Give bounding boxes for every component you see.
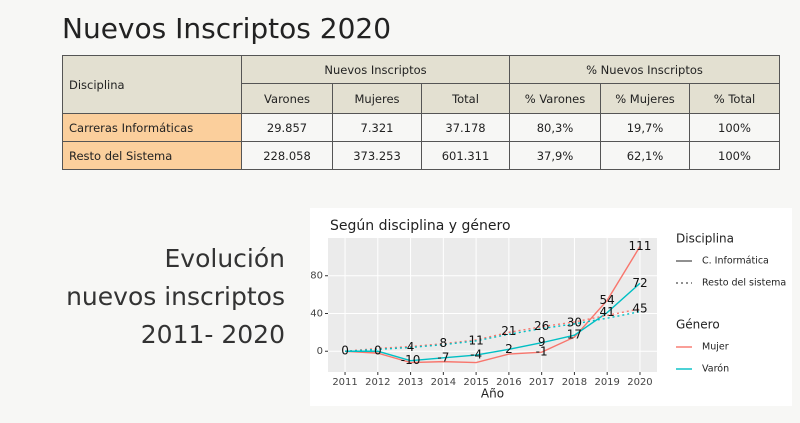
point-label: 2 — [505, 342, 513, 356]
y-tick-label: 80 — [310, 271, 323, 282]
legend-label: Varón — [702, 364, 729, 375]
x-tick-label: 2020 — [627, 377, 652, 388]
x-tick-label: 2018 — [562, 377, 587, 388]
table-cell: 19,7% — [600, 113, 690, 142]
legend-label: Mujer — [702, 342, 729, 353]
x-tick-label: 2017 — [529, 377, 554, 388]
slide-title: Nuevos Inscriptos 2020 — [62, 12, 392, 45]
point-label: 11 — [468, 333, 483, 347]
table-cell: 373.253 — [332, 141, 422, 170]
table-cell: 100% — [689, 141, 780, 170]
x-tick-label: 2012 — [365, 377, 390, 388]
side-line: Evolución — [164, 244, 285, 273]
point-label: 21 — [501, 324, 516, 338]
x-tick-label: 2013 — [398, 377, 423, 388]
point-label: 72 — [632, 276, 647, 290]
x-tick-label: 2011 — [332, 377, 357, 388]
chart-title: Según disciplina y género — [330, 218, 511, 234]
legend-label: Resto del sistema — [702, 278, 786, 289]
series-line — [345, 282, 641, 362]
legend-title: Disciplina — [676, 232, 734, 246]
point-label: 0 — [341, 344, 349, 358]
table-cell: 37.178 — [421, 113, 510, 142]
point-label: 26 — [534, 319, 549, 333]
point-label: 17 — [567, 328, 582, 342]
point-label: 45 — [632, 301, 647, 315]
table-row: Resto del Sistema 228.058 373.253 601.311 37… — [62, 141, 780, 170]
x-tick-label: 2019 — [594, 377, 619, 388]
data-table: Disciplina Nuevos Inscriptos% Nuevos Insc… — [62, 55, 780, 170]
point-label: -1 — [536, 345, 548, 359]
column-header: % Total — [689, 83, 780, 114]
table-cell: 62,1% — [600, 141, 690, 170]
group-header: % Nuevos Inscriptos — [509, 55, 780, 84]
side-line: 2011- 2020 — [140, 320, 285, 349]
point-label: 54 — [600, 293, 615, 307]
point-label: -4 — [470, 348, 482, 362]
series-line — [344, 246, 641, 364]
legend-label: C. Informática — [702, 256, 769, 267]
table-cell: 601.311 — [421, 141, 510, 170]
point-label: 9 — [538, 335, 546, 349]
point-label: 8 — [440, 336, 448, 350]
point-label: -7 — [437, 350, 449, 364]
column-header: Total — [421, 83, 510, 114]
table-cell: 100% — [689, 113, 780, 142]
table-cell: 29.857 — [241, 113, 333, 142]
side-line: nuevos inscriptos — [66, 282, 285, 311]
row-label: Carreras Informáticas — [62, 113, 242, 142]
point-label: 41 — [600, 305, 615, 319]
header-cell: Disciplina — [62, 55, 242, 114]
header-row: Disciplina Nuevos Inscriptos% Nuevos Insc… — [62, 55, 780, 114]
point-label: 0 — [374, 344, 382, 358]
table-cell: 7.321 — [332, 113, 422, 142]
column-header: % Mujeres — [600, 83, 690, 114]
y-tick-label: 40 — [310, 308, 323, 319]
header-row: Varones Mujeres Total% Varones% Mujeres% T… — [63, 83, 780, 114]
legend-title: Género — [676, 318, 720, 332]
group-header: Nuevos Inscriptos — [241, 55, 510, 84]
table-cell: 37,9% — [509, 141, 601, 170]
point-label: -10 — [401, 353, 421, 367]
x-tick-label: 2015 — [463, 377, 488, 388]
column-header: % Varones — [509, 83, 601, 114]
y-tick-label: 0 — [317, 346, 323, 357]
x-axis-label: Año — [481, 387, 504, 401]
column-header: Varones — [241, 83, 333, 114]
side-text: Evolución nuevos inscriptos 2011- 2020 — [66, 240, 285, 354]
x-tick-label: 2014 — [431, 377, 456, 388]
column-header: Mujeres — [332, 83, 422, 114]
point-label: 4 — [407, 340, 415, 354]
point-label: 30 — [567, 315, 582, 329]
x-tick-label: 2016 — [496, 377, 521, 388]
table-row: Carreras Informáticas 29.857 7.321 37.178 80… — [62, 113, 780, 142]
row-label: Resto del Sistema — [62, 141, 242, 170]
point-label: 111 — [629, 239, 652, 253]
